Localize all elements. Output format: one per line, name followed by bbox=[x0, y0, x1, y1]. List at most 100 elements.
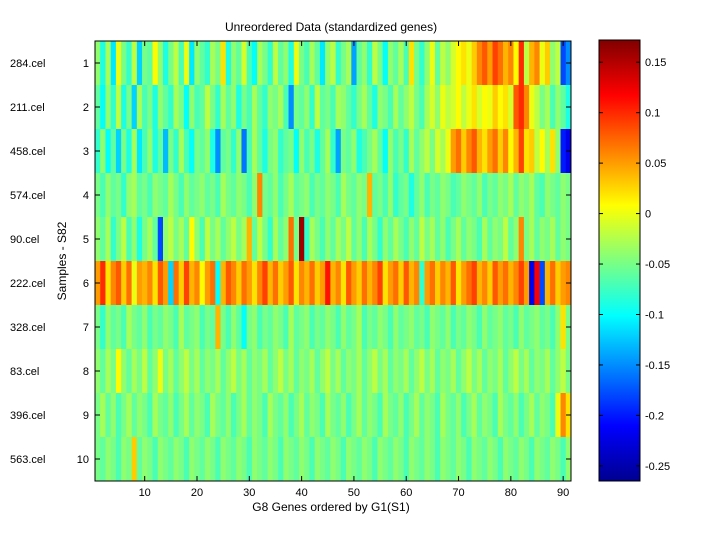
heatmap-cell bbox=[121, 41, 127, 86]
heatmap-cell bbox=[503, 41, 509, 86]
heatmap-cell bbox=[251, 85, 258, 130]
heatmap-cell bbox=[440, 393, 446, 438]
heatmap-cell bbox=[136, 349, 143, 394]
heatmap-cell bbox=[178, 41, 185, 86]
heatmap-cell bbox=[487, 261, 493, 306]
heatmap-cell bbox=[236, 305, 242, 350]
heatmap-cell bbox=[309, 305, 316, 350]
heatmap-cell bbox=[351, 393, 357, 438]
heatmap-cell bbox=[356, 217, 363, 262]
heatmap-cell bbox=[471, 393, 478, 438]
heatmap-cell bbox=[403, 129, 410, 174]
heatmap-cell bbox=[367, 261, 373, 306]
heatmap-cell bbox=[466, 217, 472, 262]
heatmap-cell bbox=[398, 173, 404, 218]
heatmap-cell bbox=[147, 261, 153, 306]
heatmap-cell bbox=[340, 217, 347, 262]
heatmap-cell bbox=[204, 129, 211, 174]
heatmap-cell bbox=[267, 437, 274, 482]
heatmap-cell bbox=[424, 129, 431, 174]
heatmap-cell bbox=[157, 217, 164, 262]
heatmap-cell bbox=[455, 261, 462, 306]
heatmap-cell bbox=[105, 85, 112, 130]
heatmap-cell bbox=[356, 85, 363, 130]
heatmap-cell bbox=[503, 129, 509, 174]
heatmap-cell bbox=[445, 217, 452, 262]
heatmap-cell bbox=[330, 437, 336, 482]
heatmap-cell bbox=[497, 217, 504, 262]
heatmap-cell bbox=[173, 217, 180, 262]
heatmap-cell bbox=[246, 129, 253, 174]
heatmap-cell bbox=[115, 217, 122, 262]
heatmap-cell bbox=[157, 173, 164, 218]
heatmap-cell bbox=[534, 393, 540, 438]
heatmap-cell bbox=[346, 129, 352, 174]
heatmap-cell bbox=[560, 393, 567, 438]
heatmap-cell bbox=[340, 129, 347, 174]
heatmap-cell bbox=[367, 41, 373, 86]
heatmap-cell bbox=[398, 393, 404, 438]
heatmap-cell bbox=[157, 129, 164, 174]
colorbar bbox=[598, 39, 641, 482]
heatmap-cell bbox=[424, 85, 431, 130]
heatmap-cell bbox=[220, 85, 227, 130]
heatmap-cell bbox=[482, 85, 488, 130]
heatmap-cell bbox=[267, 129, 274, 174]
heatmap-cell bbox=[330, 305, 336, 350]
heatmap-cell bbox=[100, 305, 106, 350]
heatmap-cell bbox=[450, 437, 457, 482]
heatmap-cell bbox=[367, 305, 373, 350]
heatmap-cell bbox=[330, 129, 336, 174]
heatmap-cell bbox=[272, 437, 279, 482]
heatmap-cell bbox=[403, 305, 410, 350]
heatmap-cell bbox=[147, 129, 153, 174]
heatmap-cell bbox=[335, 217, 342, 262]
heatmap-cell bbox=[382, 173, 389, 218]
heatmap-cell bbox=[304, 393, 310, 438]
heatmap-cell bbox=[518, 129, 525, 174]
heatmap-cell bbox=[152, 129, 159, 174]
heatmap-cell bbox=[335, 129, 342, 174]
heatmap-cell bbox=[476, 173, 483, 218]
heatmap-cell bbox=[105, 349, 112, 394]
heatmap-cell bbox=[152, 41, 159, 86]
heatmap-cell bbox=[513, 85, 520, 130]
heatmap-cell bbox=[163, 217, 169, 262]
heatmap-cell bbox=[455, 85, 462, 130]
heatmap-cell bbox=[210, 437, 216, 482]
heatmap-cell bbox=[272, 349, 279, 394]
heatmap-cell bbox=[508, 261, 514, 306]
heatmap-cell bbox=[325, 349, 331, 394]
heatmap-cell bbox=[105, 173, 112, 218]
heatmap-cell bbox=[372, 217, 378, 262]
heatmap-cell bbox=[544, 305, 551, 350]
heatmap-cell bbox=[262, 85, 268, 130]
heatmap-cell bbox=[435, 393, 441, 438]
heatmap-cell bbox=[544, 129, 551, 174]
heatmap-cell bbox=[450, 261, 457, 306]
heatmap-cell bbox=[513, 305, 520, 350]
heatmap-cell bbox=[314, 437, 321, 482]
heatmap-cell bbox=[178, 261, 185, 306]
heatmap-cell bbox=[136, 393, 143, 438]
heatmap-cell bbox=[398, 305, 404, 350]
heatmap-cell bbox=[503, 349, 509, 394]
heatmap-cell bbox=[215, 393, 221, 438]
heatmap-cell bbox=[236, 217, 242, 262]
heatmap-cell bbox=[544, 437, 551, 482]
heatmap-cell bbox=[152, 305, 159, 350]
heatmap-cell bbox=[403, 85, 410, 130]
sample-label: 284.cel bbox=[10, 58, 45, 70]
heatmap-cell bbox=[142, 173, 148, 218]
heatmap-cell bbox=[163, 437, 169, 482]
heatmap-cell bbox=[508, 305, 514, 350]
heatmap-cell bbox=[100, 173, 106, 218]
heatmap-cell bbox=[136, 305, 143, 350]
heatmap-cell bbox=[555, 41, 561, 86]
heatmap-cell bbox=[325, 173, 331, 218]
heatmap-cell bbox=[115, 437, 122, 482]
heatmap-cell bbox=[272, 41, 279, 86]
heatmap-cell bbox=[466, 41, 472, 86]
heatmap-cell bbox=[335, 349, 342, 394]
heatmap-cell bbox=[210, 349, 216, 394]
